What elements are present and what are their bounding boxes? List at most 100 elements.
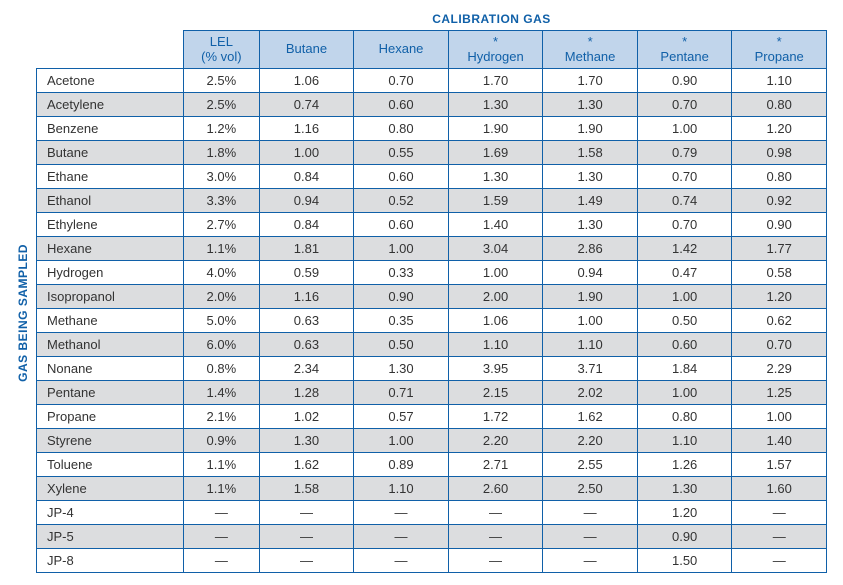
cell-hexane: — [354, 549, 449, 573]
cell-propane: — [732, 549, 827, 573]
cell-hexane: 1.00 [354, 237, 449, 261]
table-row: Methanol6.0%0.630.501.101.100.600.70 [37, 333, 827, 357]
cell-propane: 1.60 [732, 477, 827, 501]
cell-hydrogen: 1.06 [448, 309, 543, 333]
cell-pentane: 1.10 [637, 429, 732, 453]
col-header-butane: Butane [259, 31, 354, 69]
cell-methane: 1.00 [543, 309, 638, 333]
cell-methane: 2.86 [543, 237, 638, 261]
row-name: Pentane [37, 381, 184, 405]
col-header-methane: *Methane [543, 31, 638, 69]
row-name: Ethanol [37, 189, 184, 213]
cell-pentane: 0.74 [637, 189, 732, 213]
cell-hydrogen: 1.00 [448, 261, 543, 285]
col-header-lel: LEL(% vol) [184, 31, 260, 69]
cell-methane: — [543, 501, 638, 525]
cell-pentane: 0.79 [637, 141, 732, 165]
table-row: JP-5—————0.90— [37, 525, 827, 549]
header-spacer [37, 31, 184, 69]
cell-propane: 1.77 [732, 237, 827, 261]
cell-lel: — [184, 525, 260, 549]
cell-hydrogen: — [448, 549, 543, 573]
cell-hexane: 0.33 [354, 261, 449, 285]
cell-methane: 1.10 [543, 333, 638, 357]
cell-hydrogen: 2.60 [448, 477, 543, 501]
cell-lel: — [184, 501, 260, 525]
cell-hexane: 0.60 [354, 213, 449, 237]
cell-pentane: 1.20 [637, 501, 732, 525]
cell-propane: 1.25 [732, 381, 827, 405]
cell-methane: 1.30 [543, 213, 638, 237]
table-row: Ethanol3.3%0.940.521.591.490.740.92 [37, 189, 827, 213]
cell-hexane: 0.50 [354, 333, 449, 357]
row-name: Hydrogen [37, 261, 184, 285]
row-name: Methane [37, 309, 184, 333]
cell-propane: — [732, 525, 827, 549]
cell-methane: 1.90 [543, 285, 638, 309]
cell-hydrogen: 1.40 [448, 213, 543, 237]
table-row: Styrene0.9%1.301.002.202.201.101.40 [37, 429, 827, 453]
cell-lel: 6.0% [184, 333, 260, 357]
col-header-text: Hexane [379, 41, 424, 56]
cell-methane: — [543, 549, 638, 573]
table-row: Hydrogen4.0%0.590.331.000.940.470.58 [37, 261, 827, 285]
row-name: Styrene [37, 429, 184, 453]
row-name: Nonane [37, 357, 184, 381]
star-icon: * [740, 35, 818, 50]
cell-propane: 0.80 [732, 165, 827, 189]
cell-pentane: 0.60 [637, 333, 732, 357]
cell-lel: — [184, 549, 260, 573]
cell-propane: 0.80 [732, 93, 827, 117]
cell-hexane: 1.10 [354, 477, 449, 501]
table-row: Pentane1.4%1.280.712.152.021.001.25 [37, 381, 827, 405]
col-header-propane: *Propane [732, 31, 827, 69]
cell-butane: — [259, 501, 354, 525]
calibration-table: LEL(% vol)ButaneHexane*Hydrogen*Methane*… [36, 30, 827, 573]
cell-lel: 3.0% [184, 165, 260, 189]
cell-hydrogen: 1.10 [448, 333, 543, 357]
table-row: Nonane0.8%2.341.303.953.711.842.29 [37, 357, 827, 381]
row-name: Hexane [37, 237, 184, 261]
cell-butane: 0.74 [259, 93, 354, 117]
col-header-text: (% vol) [201, 49, 241, 64]
cell-hydrogen: 1.70 [448, 69, 543, 93]
row-name: Butane [37, 141, 184, 165]
top-title: CALIBRATION GAS [156, 12, 827, 26]
cell-lel: 2.5% [184, 69, 260, 93]
cell-lel: 3.3% [184, 189, 260, 213]
cell-pentane: 1.84 [637, 357, 732, 381]
cell-hexane: 0.70 [354, 69, 449, 93]
cell-butane: 1.00 [259, 141, 354, 165]
cell-lel: 2.7% [184, 213, 260, 237]
table-row: Ethylene2.7%0.840.601.401.300.700.90 [37, 213, 827, 237]
cell-hydrogen: 1.69 [448, 141, 543, 165]
cell-butane: — [259, 525, 354, 549]
cell-pentane: 0.90 [637, 69, 732, 93]
table-row: Propane2.1%1.020.571.721.620.801.00 [37, 405, 827, 429]
col-header-hexane: Hexane [354, 31, 449, 69]
cell-hydrogen: 1.90 [448, 117, 543, 141]
cell-propane: 2.29 [732, 357, 827, 381]
cell-hydrogen: 3.95 [448, 357, 543, 381]
cell-hexane: 0.35 [354, 309, 449, 333]
cell-hydrogen: 2.20 [448, 429, 543, 453]
col-header-text: Hydrogen [467, 49, 523, 64]
row-name: Xylene [37, 477, 184, 501]
table-row: Toluene1.1%1.620.892.712.551.261.57 [37, 453, 827, 477]
cell-butane: 1.81 [259, 237, 354, 261]
row-name: Acetone [37, 69, 184, 93]
cell-butane: 0.59 [259, 261, 354, 285]
cell-butane: 1.62 [259, 453, 354, 477]
cell-propane: 0.70 [732, 333, 827, 357]
cell-lel: 1.4% [184, 381, 260, 405]
cell-hydrogen: — [448, 525, 543, 549]
col-header-hydrogen: *Hydrogen [448, 31, 543, 69]
cell-propane: 1.57 [732, 453, 827, 477]
table-row: Xylene1.1%1.581.102.602.501.301.60 [37, 477, 827, 501]
cell-hydrogen: 2.15 [448, 381, 543, 405]
cell-pentane: 0.50 [637, 309, 732, 333]
cell-hydrogen: 2.00 [448, 285, 543, 309]
row-name: Ethylene [37, 213, 184, 237]
cell-lel: 1.1% [184, 477, 260, 501]
cell-hexane: — [354, 501, 449, 525]
